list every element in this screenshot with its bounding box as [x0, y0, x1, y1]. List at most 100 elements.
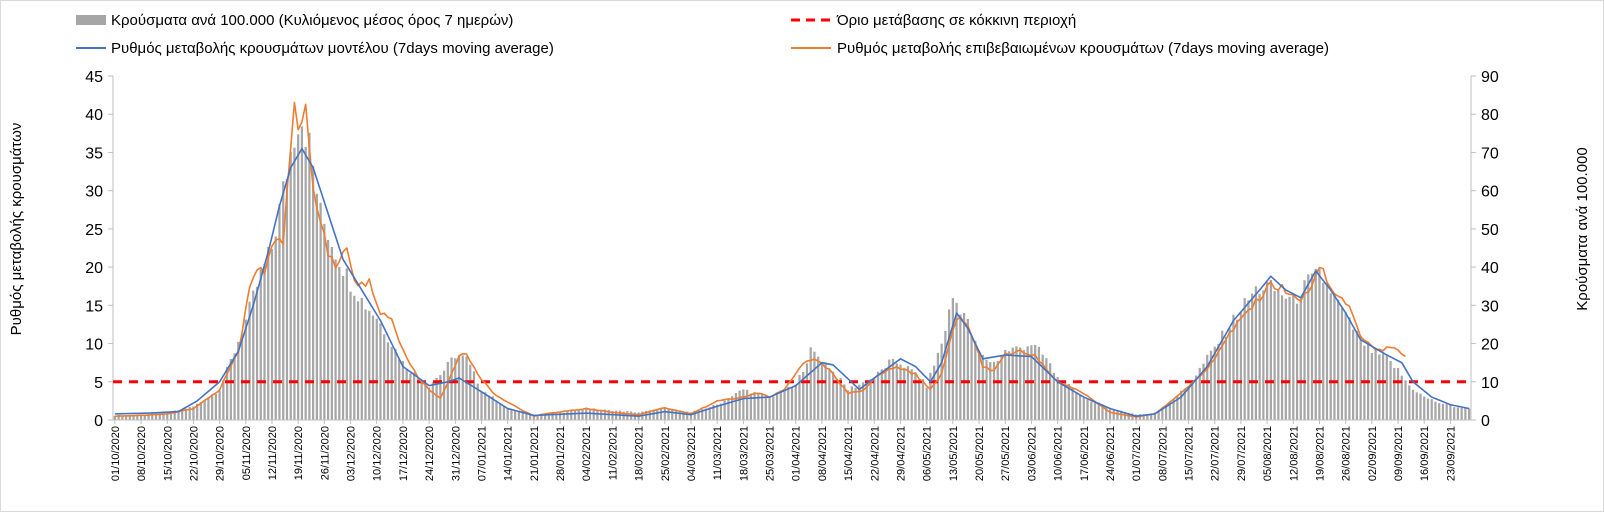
cases-bar: [809, 347, 812, 420]
cases-bar: [817, 356, 820, 420]
cases-bar: [1456, 407, 1460, 420]
cases-bar: [562, 412, 565, 420]
cases-bar: [383, 334, 386, 420]
cases-bar: [1019, 347, 1022, 420]
cases-bar: [895, 363, 898, 420]
cases-bar: [181, 409, 184, 420]
x-tick-label: 13/05/2021: [948, 426, 960, 481]
right-tick-label: 30: [1481, 298, 1499, 315]
cases-bar: [839, 378, 842, 420]
cases-bar: [166, 412, 169, 420]
cases-bar: [424, 384, 427, 420]
cases-bar: [573, 411, 577, 420]
cases-bar: [390, 346, 393, 420]
cases-bar: [992, 361, 996, 420]
cases-bar: [1067, 383, 1070, 420]
cases-bar: [858, 384, 861, 420]
cases-bar: [1105, 406, 1108, 420]
cases-bar: [581, 408, 584, 420]
cases-bar: [117, 415, 120, 420]
cases-bar: [742, 389, 745, 420]
cases-bar: [442, 370, 446, 420]
cases-bar: [880, 369, 883, 420]
cases-bar: [199, 401, 203, 420]
cases-bar: [925, 387, 928, 420]
cases-bar: [734, 392, 737, 420]
cases-bar: [532, 414, 535, 420]
cases-bar: [850, 386, 853, 420]
cases-bar: [1393, 367, 1396, 420]
cases-bar: [1415, 392, 1418, 420]
cases-bar: [936, 352, 940, 420]
cases-bar: [1037, 346, 1041, 420]
cases-bar: [985, 359, 988, 420]
cases-bar: [248, 301, 251, 420]
cases-bar: [502, 405, 506, 420]
x-tick-label: 14/01/2021: [503, 426, 515, 481]
x-tick-label: 08/10/2020: [136, 426, 148, 481]
cases-bar: [577, 410, 580, 420]
cases-bar: [252, 290, 255, 420]
cases-bar: [1232, 314, 1235, 420]
cases-bar: [1236, 319, 1239, 420]
cases-bar: [674, 409, 678, 420]
cases-bar: [1090, 401, 1093, 420]
x-tick-label: 15/07/2021: [1184, 426, 1196, 481]
cases-bar: [891, 358, 895, 420]
right-axis-ticks: 0 10 20 30 40 50 60 70 80 90: [1471, 69, 1499, 430]
cases-bar: [211, 394, 214, 420]
cases-bar: [274, 236, 277, 420]
cases-bar: [413, 372, 416, 420]
cases-bar: [1445, 403, 1448, 420]
cases-bar: [450, 357, 453, 420]
cases-bar: [824, 362, 827, 420]
cases-bar: [1378, 354, 1381, 420]
confirmed-rate-line: [114, 101, 1406, 418]
cases-bar: [678, 411, 681, 420]
cases-bar: [1213, 346, 1216, 420]
cases-bar: [169, 411, 173, 420]
x-tick-label: 01/04/2021: [791, 426, 803, 481]
cases-bar: [948, 309, 951, 420]
cases-bar: [1273, 290, 1276, 420]
cases-bar: [237, 341, 240, 420]
x-tick-label: 03/06/2021: [1026, 426, 1038, 481]
cases-bar: [278, 204, 281, 420]
cases-bar: [951, 298, 954, 420]
right-tick-label: 60: [1481, 184, 1499, 201]
cases-bar: [738, 390, 741, 420]
right-tick-label: 90: [1481, 69, 1499, 86]
cases-bar: [962, 313, 966, 420]
cases-bar: [873, 378, 876, 420]
cases-bar: [1318, 269, 1321, 420]
cases-bar: [1344, 312, 1347, 420]
cases-bar: [828, 369, 831, 420]
cases-bar: [1310, 273, 1314, 420]
cases-bar: [308, 132, 311, 420]
cases-bar: [716, 404, 719, 420]
cases-bar: [704, 408, 708, 420]
cases-bar: [1209, 350, 1213, 420]
cases-bar: [345, 268, 348, 420]
cases-bar: [214, 393, 217, 420]
cases-bar: [461, 355, 464, 420]
x-tick-label: 02/09/2021: [1367, 426, 1379, 481]
left-tick-label: 30: [85, 184, 103, 201]
cases-bar: [1280, 295, 1284, 420]
cases-bar: [267, 247, 270, 420]
cases-bar: [349, 291, 352, 420]
cases-bar: [465, 356, 468, 420]
cases-bar: [596, 409, 599, 420]
x-tick-label: 12/08/2021: [1288, 426, 1300, 481]
left-tick-label: 15: [85, 298, 103, 315]
cases-bar: [861, 382, 865, 420]
cases-bars: [113, 126, 1471, 421]
cases-bar: [420, 382, 423, 420]
cases-bar: [813, 351, 816, 420]
x-tick-label: 08/07/2021: [1157, 426, 1169, 481]
x-axis-ticks: 01/10/2020 08/10/2020 15/10/2020 22/10/2020…: [110, 420, 1457, 481]
x-tick-label: 15/10/2020: [162, 426, 174, 481]
cases-bar: [558, 412, 562, 420]
left-tick-label: 20: [85, 260, 103, 277]
x-tick-label: 27/05/2021: [1000, 426, 1012, 481]
